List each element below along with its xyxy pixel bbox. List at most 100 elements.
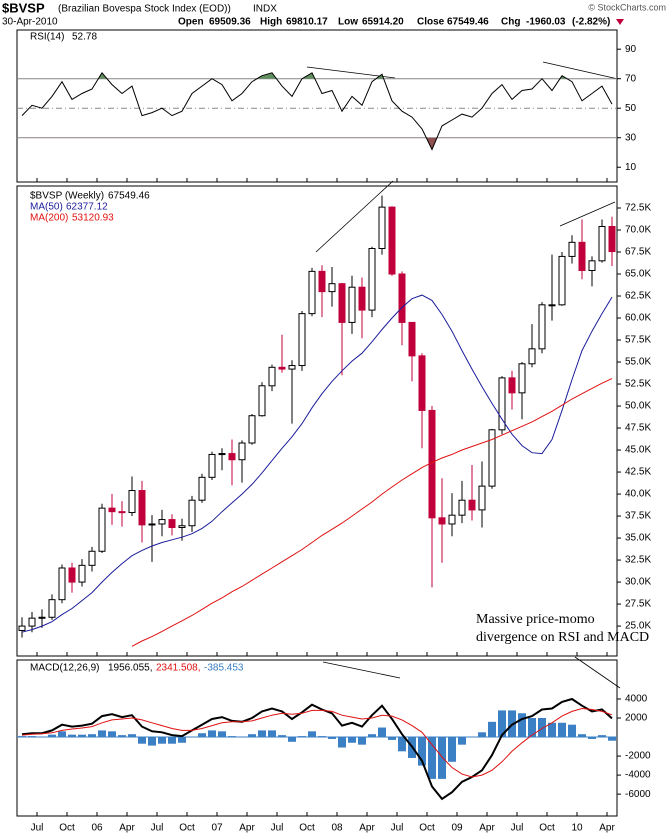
x-tick-label: Oct bbox=[299, 823, 315, 834]
candle-body bbox=[258, 385, 266, 417]
histogram-bar bbox=[18, 736, 26, 738]
histogram-bar bbox=[518, 713, 526, 738]
candle-body bbox=[48, 599, 56, 618]
legend-value: 52.78 bbox=[72, 32, 97, 43]
y-tick-label: -6000 bbox=[625, 789, 651, 800]
y-tick-label: 40.0K bbox=[625, 489, 651, 500]
x-tick-label: 09 bbox=[451, 823, 463, 834]
histogram-bar bbox=[418, 737, 426, 766]
macd-panel bbox=[16, 659, 618, 817]
histogram-bar bbox=[358, 737, 366, 745]
candle-body bbox=[308, 270, 316, 315]
candle-body bbox=[418, 355, 426, 411]
candle-body bbox=[278, 366, 286, 370]
candle-body bbox=[78, 564, 86, 583]
candle-body bbox=[168, 519, 176, 528]
y-tick-label: 50 bbox=[625, 103, 637, 114]
histogram-bar bbox=[88, 734, 96, 738]
y-tick-label: 2000 bbox=[625, 713, 648, 724]
histogram-bar bbox=[128, 734, 136, 738]
histogram-bar bbox=[378, 727, 386, 738]
candle-body bbox=[68, 567, 76, 583]
y-tick-label: 70 bbox=[625, 73, 637, 84]
annotation: Massive price-momo bbox=[476, 612, 595, 627]
candle-body bbox=[568, 241, 576, 257]
candle-body bbox=[148, 523, 156, 526]
histogram-bar bbox=[98, 730, 106, 738]
x-tick-label: Oct bbox=[419, 823, 435, 834]
candle-body bbox=[218, 453, 226, 456]
security-name: (Brazilian Bovespa Stock Index (EOD)) bbox=[58, 4, 231, 15]
field-label: Close bbox=[417, 17, 445, 28]
histogram-bar bbox=[78, 734, 86, 738]
histogram-bar bbox=[28, 736, 36, 738]
candle-body bbox=[448, 514, 456, 525]
y-tick-label: 70.0K bbox=[625, 225, 651, 236]
candle-body bbox=[508, 377, 516, 394]
candle-body bbox=[398, 273, 406, 323]
candle-body bbox=[358, 286, 366, 311]
candle-body bbox=[108, 507, 116, 513]
histogram-bar bbox=[458, 737, 466, 745]
candle-body bbox=[548, 304, 556, 307]
histogram-bar bbox=[448, 737, 456, 762]
x-tick-label: Jul bbox=[271, 823, 284, 834]
y-tick-label: 4000 bbox=[625, 694, 648, 705]
legend-ma200: MA(200) bbox=[30, 213, 68, 224]
x-tick-label: 10 bbox=[571, 823, 583, 834]
candle-body bbox=[518, 363, 526, 394]
y-tick-label: 67.5K bbox=[625, 247, 651, 258]
histogram-bar bbox=[388, 737, 396, 740]
y-tick-label: 37.5K bbox=[625, 511, 651, 522]
histogram-bar bbox=[538, 718, 546, 738]
histogram-bar bbox=[338, 737, 346, 748]
histogram-bar bbox=[278, 735, 286, 738]
field-value: 69509.36 bbox=[209, 17, 251, 28]
histogram-bar bbox=[348, 737, 356, 743]
x-tick-label: Apr bbox=[359, 823, 375, 834]
candle-body bbox=[198, 476, 206, 501]
candle-body bbox=[38, 616, 46, 619]
y-tick-label: 90 bbox=[625, 44, 637, 55]
candle-body bbox=[138, 490, 146, 526]
histogram-bar bbox=[48, 734, 56, 738]
y-tick-label: 62.5K bbox=[625, 291, 651, 302]
y-tick-label: 72.5K bbox=[625, 203, 651, 214]
y-tick-label: 32.5K bbox=[625, 555, 651, 566]
y-tick-label: 35.0K bbox=[625, 533, 651, 544]
histogram-bar bbox=[168, 737, 176, 744]
x-tick-label: Apr bbox=[239, 823, 255, 834]
candle-body bbox=[468, 499, 476, 511]
credit: © StockCharts.com bbox=[588, 2, 666, 12]
x-tick-label: 06 bbox=[91, 823, 103, 834]
histogram-bar bbox=[528, 718, 536, 738]
legend-title: $BVSP (Weekly) bbox=[30, 191, 104, 202]
annotation: divergence on RSI and MACD bbox=[476, 630, 649, 645]
histogram-bar bbox=[68, 734, 76, 738]
histogram-bar bbox=[218, 731, 226, 738]
candle-body bbox=[598, 225, 606, 262]
candle-body bbox=[28, 617, 36, 627]
histogram-bar bbox=[428, 737, 436, 779]
trend-line bbox=[322, 661, 401, 679]
change-percent: (-2.82%) bbox=[572, 17, 610, 28]
histogram-bar bbox=[198, 733, 206, 738]
candle-body bbox=[558, 255, 566, 306]
histogram-bar bbox=[588, 737, 596, 739]
histogram-bar bbox=[478, 732, 486, 738]
x-tick-label: Oct bbox=[539, 823, 555, 834]
legend-value: 67549.46 bbox=[108, 191, 150, 202]
candle-body bbox=[378, 206, 386, 249]
x-tick-label: Oct bbox=[179, 823, 195, 834]
candle-body bbox=[578, 241, 586, 271]
trend-line bbox=[559, 201, 616, 227]
field-value: 65914.20 bbox=[362, 17, 404, 28]
candle-body bbox=[178, 525, 186, 528]
histogram-bar bbox=[178, 737, 186, 743]
candle-body bbox=[388, 206, 396, 275]
histogram-bar bbox=[318, 736, 326, 738]
histogram-bar bbox=[308, 731, 316, 738]
y-tick-label: 42.5K bbox=[625, 467, 651, 478]
x-tick-label: Apr bbox=[599, 823, 615, 834]
candle-body bbox=[348, 286, 356, 323]
